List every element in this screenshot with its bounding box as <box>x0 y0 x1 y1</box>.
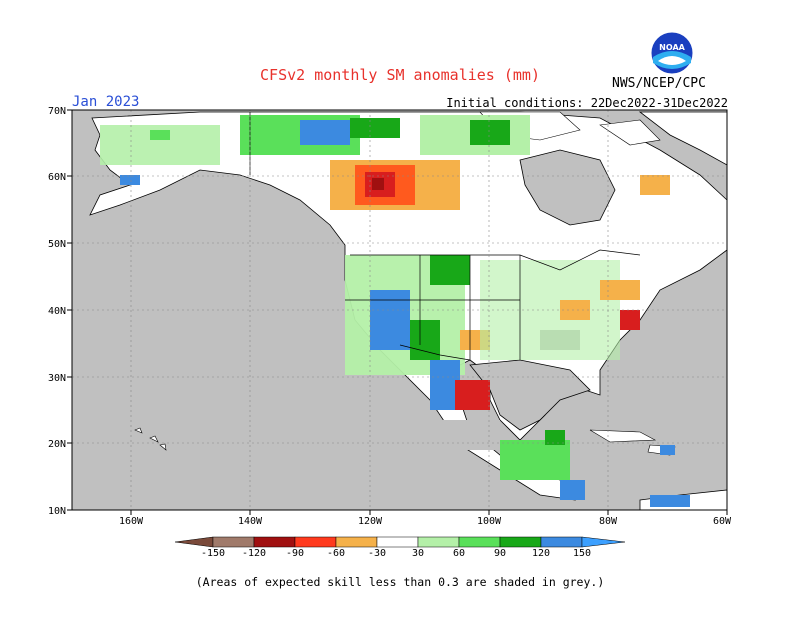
skill-footnote: (Areas of expected skill less than 0.3 a… <box>195 575 605 589</box>
legend-swatch <box>212 536 255 548</box>
color-legend <box>174 536 626 548</box>
initial-conditions: Initial conditions: 22Dec2022-31Dec2022 <box>446 96 728 110</box>
legend-swatch <box>499 536 542 548</box>
lon-tick-120w: 120W <box>358 516 383 527</box>
lat-tick-70: 70N <box>48 106 66 117</box>
legend-swatch <box>540 536 583 548</box>
legend-swatch <box>458 536 501 548</box>
legend-label: -60 <box>327 548 345 559</box>
noaa-logo-icon: NOAA <box>650 31 694 75</box>
lat-tick-50: 50N <box>48 239 66 250</box>
tick-marks <box>67 109 728 515</box>
svg-text:NOAA: NOAA <box>659 43 685 52</box>
legend-label: 60 <box>453 548 465 559</box>
lon-tick-80w: 80W <box>599 516 618 527</box>
legend-swatch <box>294 536 337 548</box>
legend-arrow-left <box>174 536 214 548</box>
legend-label: 120 <box>532 548 550 559</box>
legend-label: 30 <box>412 548 424 559</box>
lon-tick-100w: 100W <box>477 516 502 527</box>
lat-tick-20: 20N <box>48 439 66 450</box>
anomaly-patches <box>100 115 690 507</box>
legend-label: 150 <box>573 548 591 559</box>
agency-label: NWS/NCEP/CPC <box>612 76 706 91</box>
legend-swatch <box>417 536 460 548</box>
legend-label: 90 <box>494 548 506 559</box>
lat-tick-40: 40N <box>48 306 66 317</box>
lon-tick-140w: 140W <box>238 516 263 527</box>
lat-tick-30: 30N <box>48 373 66 384</box>
lon-tick-160w: 160W <box>119 516 144 527</box>
legend-label: -150 <box>201 548 225 559</box>
legend-swatch <box>335 536 378 548</box>
forecast-month: Jan 2023 <box>72 94 140 110</box>
legend-label: -120 <box>242 548 266 559</box>
legend-arrow-right <box>581 536 626 548</box>
lat-tick-10: 10N <box>48 506 66 517</box>
graticule <box>72 110 727 510</box>
lat-tick-60: 60N <box>48 172 66 183</box>
boundaries <box>249 112 641 361</box>
legend-label: -30 <box>368 548 386 559</box>
legend-swatch <box>253 536 296 548</box>
legend-label: -90 <box>286 548 304 559</box>
map-title: CFSv2 monthly SM anomalies (mm) <box>260 66 540 84</box>
legend-swatch <box>376 536 419 548</box>
lon-tick-60w: 60W <box>713 516 732 527</box>
